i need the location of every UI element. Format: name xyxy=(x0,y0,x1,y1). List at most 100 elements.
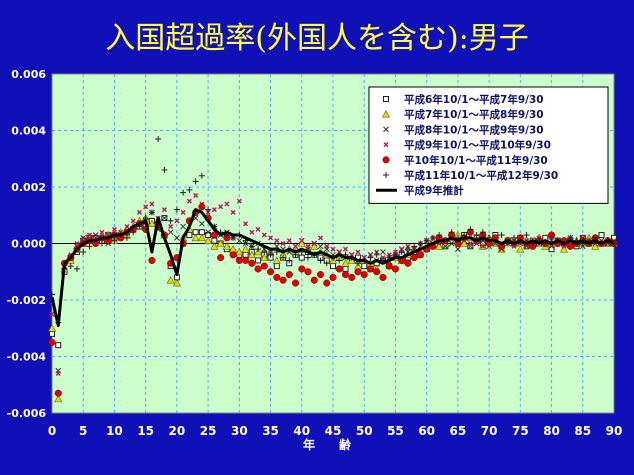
data-point xyxy=(48,338,56,346)
data-point xyxy=(330,263,336,270)
data-point xyxy=(310,242,319,250)
y-axis-ticks: 0.006 0.004 0.002 0.000 -0.002 -0.004 -0.006 xyxy=(7,68,47,420)
legend-label: 平10年10/1～平成11年9/30 xyxy=(404,154,548,167)
data-point xyxy=(324,243,330,249)
data-point xyxy=(330,246,336,252)
y-tick-label: 0.006 xyxy=(11,68,46,81)
data-point xyxy=(243,221,249,227)
data-point xyxy=(86,243,93,250)
data-point xyxy=(130,218,136,224)
data-point xyxy=(410,254,418,262)
data-point xyxy=(148,209,155,216)
x-tick-label: 0 xyxy=(48,424,56,438)
data-point xyxy=(272,256,281,264)
data-point xyxy=(73,265,80,272)
data-point xyxy=(480,243,486,249)
data-point xyxy=(479,229,486,236)
data-point xyxy=(285,271,293,279)
data-point xyxy=(173,206,180,213)
data-point xyxy=(560,245,569,253)
data-point xyxy=(373,251,380,258)
data-point xyxy=(455,246,461,253)
data-point xyxy=(367,254,374,261)
data-point xyxy=(316,271,325,279)
data-point xyxy=(404,259,412,267)
data-point xyxy=(261,248,268,255)
data-point xyxy=(260,262,268,270)
data-point xyxy=(305,254,312,261)
data-point xyxy=(205,229,211,236)
y-tick-label: -0.004 xyxy=(7,351,47,364)
data-point xyxy=(161,215,168,221)
data-point xyxy=(442,243,449,250)
data-point xyxy=(180,189,187,196)
data-point xyxy=(229,251,237,259)
data-point xyxy=(149,201,155,207)
data-point xyxy=(198,203,206,211)
legend-label: 平成9年10/1～平成10年9/30 xyxy=(404,139,551,152)
data-point xyxy=(341,271,350,279)
legend-swatch xyxy=(381,110,391,118)
data-point xyxy=(467,226,474,233)
data-point xyxy=(192,178,199,185)
y-tick-label: -0.006 xyxy=(7,407,47,420)
data-point xyxy=(199,220,205,227)
data-point xyxy=(222,242,231,250)
data-point xyxy=(329,273,337,281)
data-point xyxy=(417,240,424,247)
data-point xyxy=(423,237,430,244)
data-point xyxy=(317,243,324,250)
data-point xyxy=(273,263,280,270)
data-point xyxy=(168,224,174,230)
data-point xyxy=(291,279,300,287)
data-point xyxy=(361,263,368,270)
data-point xyxy=(161,207,167,213)
data-point xyxy=(255,257,262,264)
data-point xyxy=(235,256,243,265)
data-point xyxy=(123,234,130,241)
data-point xyxy=(111,237,118,244)
data-point xyxy=(242,251,249,258)
legend-label: 平成7年10/1～平成8年9/30 xyxy=(404,108,544,121)
x-tick-label: 15 xyxy=(137,424,154,438)
legend-swatch xyxy=(382,156,390,164)
data-point xyxy=(74,241,80,246)
data-point xyxy=(280,254,287,261)
data-point xyxy=(598,232,605,239)
data-point xyxy=(54,394,63,403)
data-point xyxy=(267,251,274,258)
data-point xyxy=(379,273,387,281)
data-point xyxy=(224,201,230,207)
data-point xyxy=(249,229,255,235)
data-point xyxy=(55,370,61,376)
data-point xyxy=(130,229,137,236)
x-tick-label: 65 xyxy=(450,424,467,438)
data-point xyxy=(210,231,218,239)
data-point xyxy=(342,265,349,272)
data-point xyxy=(305,243,311,249)
data-point xyxy=(241,245,250,253)
x-tick-label: 40 xyxy=(293,424,310,438)
data-point xyxy=(429,234,436,241)
x-tick-label: 35 xyxy=(262,424,279,438)
data-point xyxy=(323,279,331,287)
data-point xyxy=(147,219,156,228)
data-point xyxy=(216,239,225,247)
data-point xyxy=(336,257,343,264)
data-point xyxy=(186,232,193,239)
legend-label: 平成11年10/1～平成12年9/30 xyxy=(404,169,558,182)
y-tick-label: 0.002 xyxy=(11,181,46,194)
data-point xyxy=(435,242,444,250)
data-point xyxy=(255,226,261,232)
data-point xyxy=(299,238,305,244)
data-marks xyxy=(47,135,619,403)
x-axis-ticks: 0 5 10 15 20 25 30 35 40 45 50 55 60 65 70 75 80 85 90 xyxy=(48,424,623,438)
legend-label: 平成8年10/1～平成9年9/30 xyxy=(404,123,544,136)
data-point xyxy=(416,251,424,259)
data-point xyxy=(166,276,175,284)
data-point xyxy=(248,243,255,250)
x-tick-label: 85 xyxy=(574,424,591,438)
legend-swatch xyxy=(383,96,389,102)
data-point xyxy=(310,276,318,284)
